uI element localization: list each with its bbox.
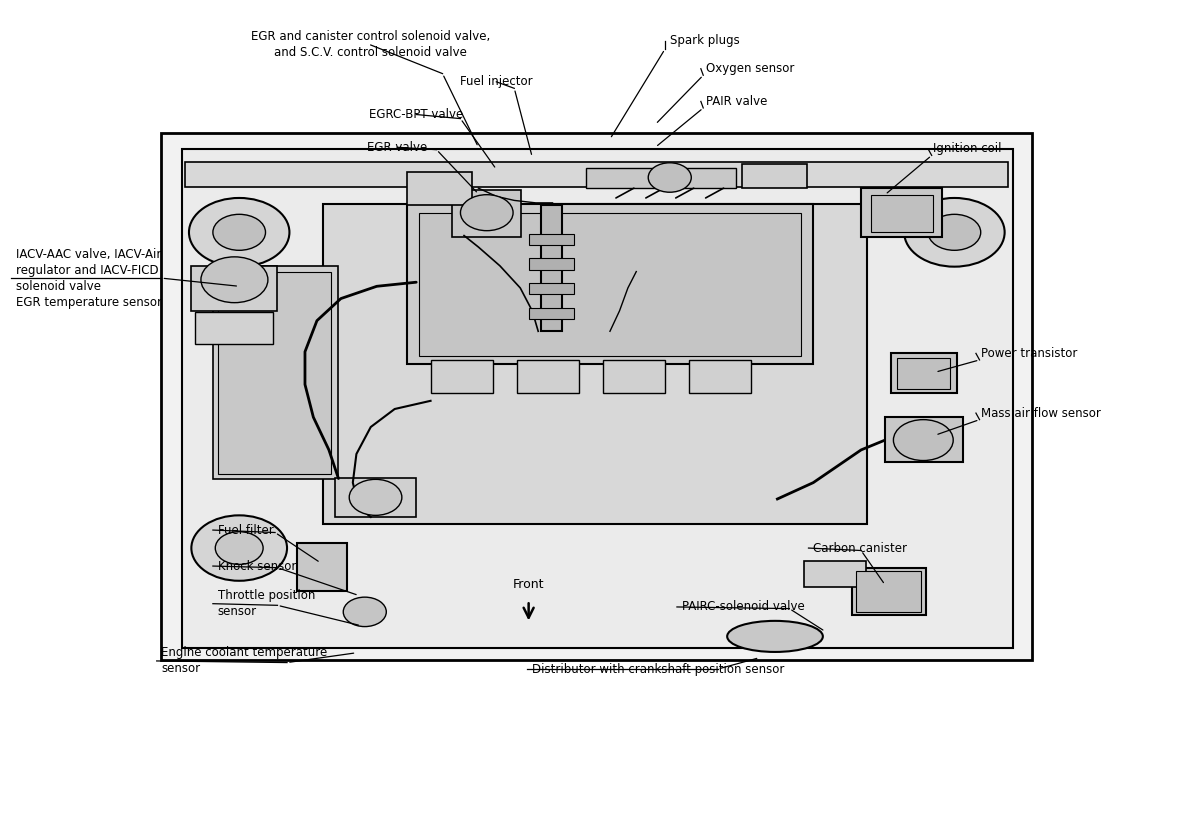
Text: Knock sensor: Knock sensor: [218, 560, 297, 573]
Bar: [161, 133, 1032, 660]
Text: PAIRC-solenoid valve: PAIRC-solenoid valve: [682, 600, 805, 614]
Bar: [871, 195, 933, 232]
Text: Engine coolant temperature
sensor: Engine coolant temperature sensor: [161, 646, 328, 676]
Text: Throttle position
sensor: Throttle position sensor: [218, 589, 315, 618]
Bar: [804, 561, 866, 587]
Text: Front: Front: [513, 578, 544, 591]
Bar: [419, 213, 801, 356]
Circle shape: [201, 257, 268, 303]
Text: Fuel filter: Fuel filter: [218, 524, 274, 537]
Circle shape: [343, 597, 386, 627]
Text: EGRC-BPT valve: EGRC-BPT valve: [370, 108, 463, 121]
Bar: [517, 360, 579, 393]
Text: Mass air flow sensor: Mass air flow sensor: [981, 407, 1100, 420]
Bar: [452, 190, 521, 237]
Circle shape: [904, 198, 1005, 267]
Bar: [529, 308, 574, 319]
Bar: [529, 258, 574, 270]
Bar: [191, 266, 277, 311]
Bar: [541, 204, 562, 331]
Bar: [213, 266, 338, 479]
Circle shape: [648, 163, 691, 192]
Circle shape: [213, 214, 266, 250]
Bar: [407, 172, 472, 204]
Bar: [335, 478, 416, 517]
Text: Oxygen sensor: Oxygen sensor: [706, 62, 794, 75]
Bar: [861, 188, 942, 237]
Bar: [852, 568, 926, 615]
Text: IACV-AAC valve, IACV-Air
regulator and IACV-FICD
solenoid valve
EGR temperature : IACV-AAC valve, IACV-Air regulator and I…: [16, 248, 161, 308]
Circle shape: [189, 198, 289, 267]
Bar: [182, 149, 1013, 648]
Text: Carbon canister: Carbon canister: [813, 542, 908, 555]
Bar: [195, 312, 273, 344]
Bar: [529, 234, 574, 245]
Circle shape: [460, 195, 513, 231]
Bar: [885, 417, 963, 462]
Text: EGR valve: EGR valve: [367, 141, 427, 154]
Bar: [856, 571, 921, 612]
Bar: [323, 204, 867, 524]
Text: Power transistor: Power transistor: [981, 347, 1078, 360]
Circle shape: [215, 532, 263, 564]
Circle shape: [893, 420, 953, 461]
Circle shape: [928, 214, 981, 250]
Circle shape: [349, 479, 402, 515]
Text: Fuel injector: Fuel injector: [460, 75, 532, 88]
Bar: [689, 360, 751, 393]
Bar: [185, 162, 1008, 187]
Bar: [586, 168, 736, 188]
Circle shape: [191, 515, 287, 581]
Bar: [897, 358, 950, 389]
Text: EGR and canister control solenoid valve,
and S.C.V. control solenoid valve: EGR and canister control solenoid valve,…: [251, 30, 490, 60]
Text: Distributor with crankshaft position sensor: Distributor with crankshaft position sen…: [532, 663, 785, 676]
Bar: [529, 283, 574, 294]
Bar: [603, 360, 665, 393]
Bar: [297, 543, 347, 591]
Text: Ignition coil: Ignition coil: [933, 142, 1001, 155]
Ellipse shape: [727, 621, 823, 652]
Text: Spark plugs: Spark plugs: [670, 34, 739, 47]
Bar: [431, 360, 493, 393]
Bar: [407, 204, 813, 364]
Bar: [218, 272, 331, 474]
Bar: [891, 353, 957, 393]
Text: PAIR valve: PAIR valve: [706, 95, 767, 108]
Bar: [742, 164, 807, 188]
